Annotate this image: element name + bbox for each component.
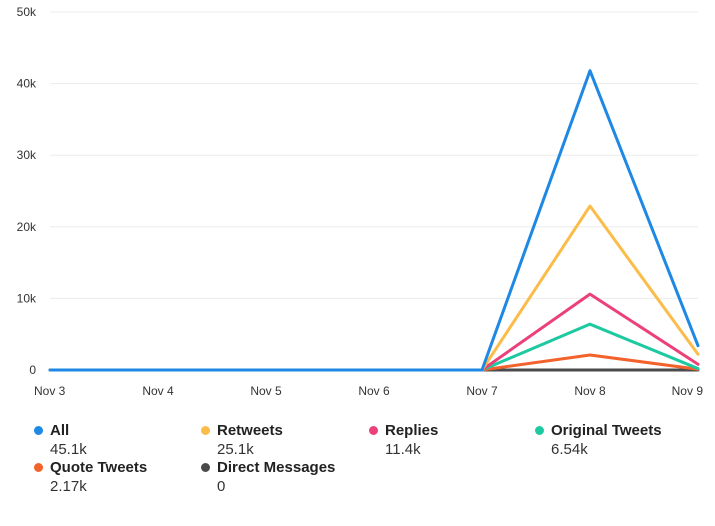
y-tick-label: 40k: [17, 77, 37, 91]
series-lines: [48, 69, 700, 372]
legend-total: 11.4k: [385, 441, 421, 458]
x-tick-label: Nov 7: [466, 384, 498, 398]
legend-label: Quote Tweets: [50, 459, 148, 476]
y-gridlines: [50, 11, 698, 371]
y-tick-label: 50k: [17, 5, 37, 19]
legend-item-direct-messages[interactable]: Direct Messages 0: [201, 459, 335, 495]
y-axis-labels: 0 10k 20k 30k 40k 50k: [17, 5, 37, 377]
series-dot-icon: [34, 426, 43, 435]
legend-total: 0: [217, 478, 226, 495]
series-line-replies: [48, 292, 700, 372]
legend-item-retweets[interactable]: Retweets 25.1k: [201, 422, 283, 458]
legend-label: All: [50, 422, 70, 439]
x-tick-label: Nov 6: [358, 384, 390, 398]
y-tick-label: 20k: [17, 220, 37, 234]
legend-item-replies[interactable]: Replies 11.4k: [369, 422, 438, 458]
legend-label: Direct Messages: [217, 459, 336, 476]
x-tick-label: Nov 4: [142, 384, 174, 398]
series-dot-icon: [201, 426, 210, 435]
x-tick-label: Nov 5: [250, 384, 282, 398]
series-line-original-tweets: [48, 322, 700, 372]
series-line-quote-tweets: [48, 353, 700, 372]
series-dot-icon: [201, 463, 210, 472]
x-axis-labels: Nov 3 Nov 4 Nov 5 Nov 6 Nov 7 Nov 8 Nov 9: [34, 384, 703, 398]
legend-total: 25.1k: [217, 441, 254, 458]
legend-total: 2.17k: [50, 478, 87, 495]
legend-label: Retweets: [217, 422, 283, 439]
legend-total: 6.54k: [551, 441, 588, 458]
legend-total: 45.1k: [50, 441, 87, 458]
legend-item-original-tweets[interactable]: Original Tweets 6.54k: [535, 422, 662, 458]
series-line-retweets: [48, 204, 700, 372]
x-tick-label: Nov 3: [34, 384, 66, 398]
series-dot-icon: [535, 426, 544, 435]
legend-label: Original Tweets: [551, 422, 662, 439]
x-tick-label: Nov 8: [574, 384, 606, 398]
legend-item-all[interactable]: All 45.1k: [34, 422, 87, 458]
legend-item-quote-tweets[interactable]: Quote Tweets 2.17k: [34, 459, 147, 495]
y-tick-label: 30k: [17, 148, 37, 162]
x-tick-label: Nov 9: [672, 384, 704, 398]
series-dot-icon: [369, 426, 378, 435]
series-line-all: [48, 69, 700, 372]
y-tick-label: 0: [29, 363, 36, 377]
legend-label: Replies: [385, 422, 439, 439]
y-tick-label: 10k: [17, 291, 37, 305]
series-dot-icon: [34, 463, 43, 472]
